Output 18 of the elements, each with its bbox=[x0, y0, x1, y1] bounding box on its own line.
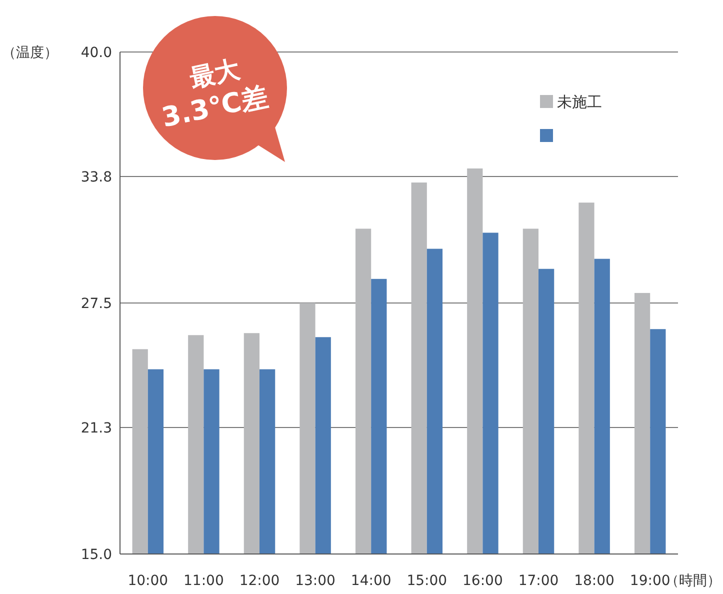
x-tick-label: 13:00 bbox=[295, 573, 336, 589]
x-tick-label: 16:00 bbox=[462, 573, 503, 589]
y-tick-label: 33.8 bbox=[80, 169, 112, 186]
x-tick-label: 10:00 bbox=[128, 573, 168, 589]
y-tick-label: 15.0 bbox=[80, 547, 112, 563]
x-tick-label: 11:00 bbox=[184, 573, 224, 589]
x-tick-label: 14:00 bbox=[350, 573, 392, 589]
x-tick-label: 17:00 bbox=[518, 573, 559, 589]
y-tick-label: 40.0 bbox=[80, 45, 112, 61]
x-tick-label: 19:00 bbox=[630, 573, 670, 589]
y-tick-label: 21.3 bbox=[80, 420, 112, 436]
x-tick-label: 18:00 bbox=[574, 573, 614, 589]
legend: 未施工 bbox=[540, 93, 602, 142]
x-tick-label: 12:00 bbox=[239, 573, 280, 589]
y-tick-label: 27.5 bbox=[80, 296, 112, 312]
y-axis-title: （温度） bbox=[2, 45, 58, 61]
x-tick-label: 15:00 bbox=[406, 573, 448, 589]
legend-label: 未施工 bbox=[557, 93, 602, 111]
